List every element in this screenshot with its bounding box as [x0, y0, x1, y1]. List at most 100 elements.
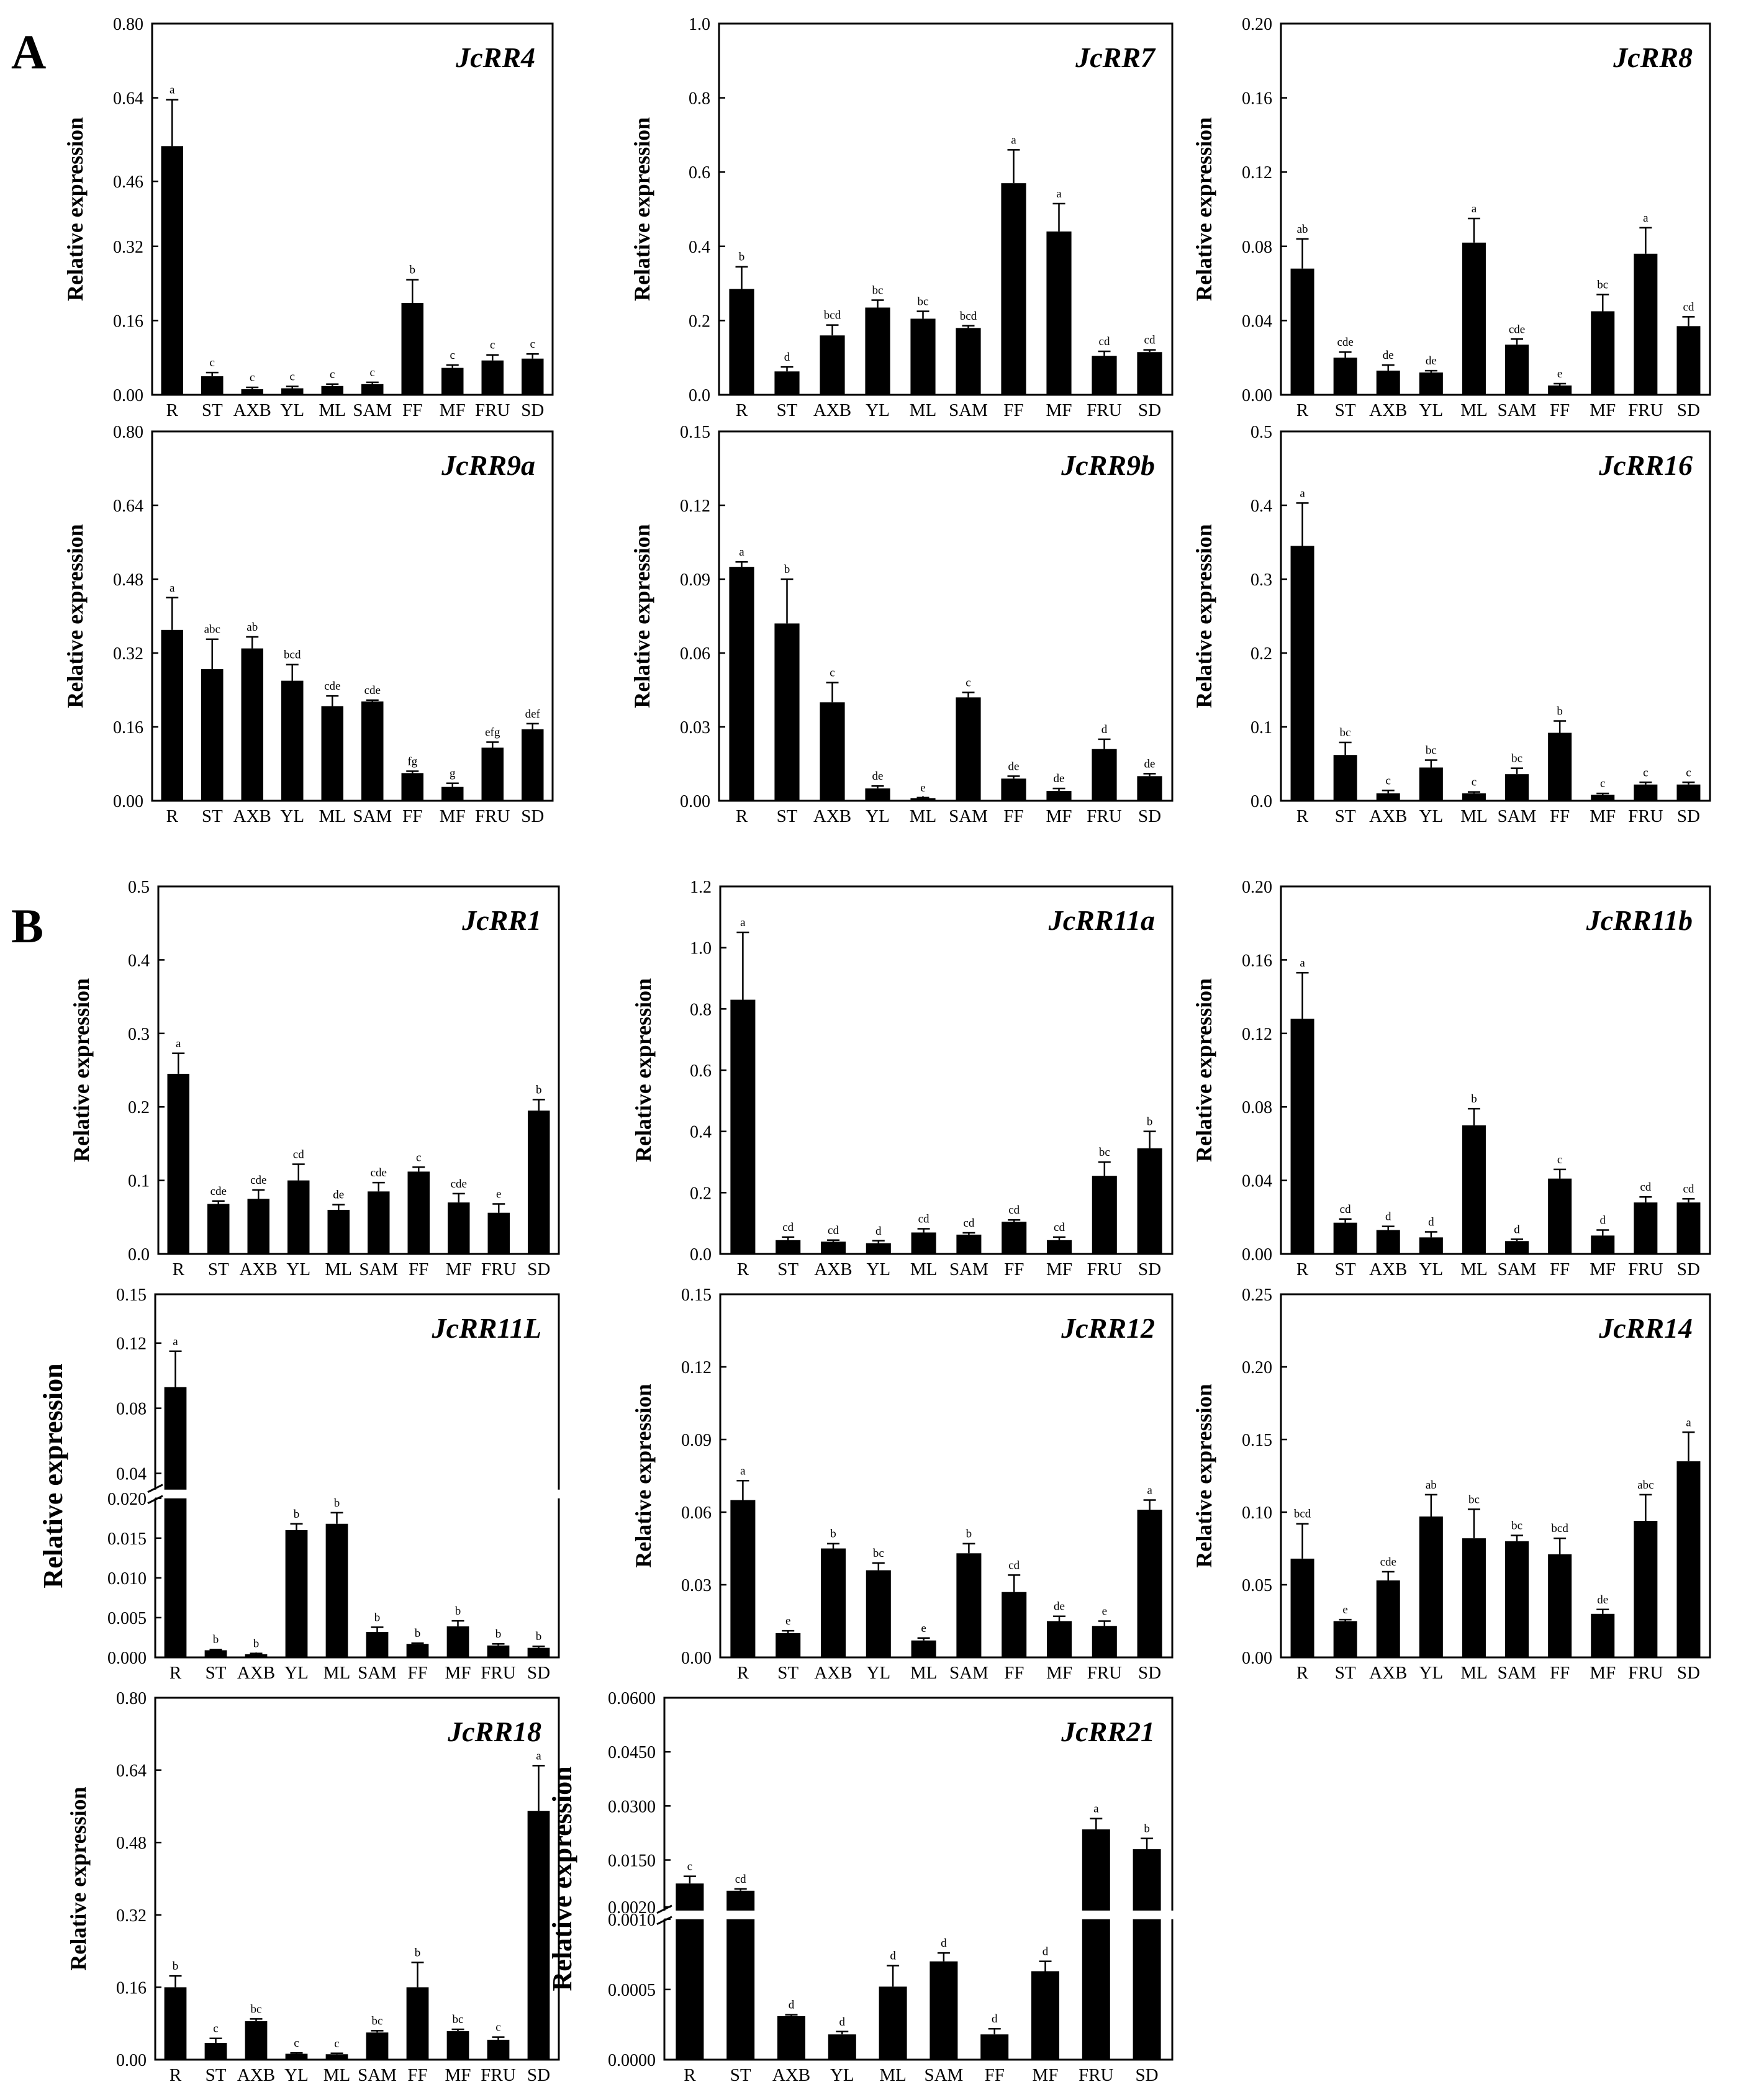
bar	[930, 1961, 958, 2060]
significance-letter: d	[992, 2012, 998, 2026]
significance-letter: b	[830, 1528, 836, 1541]
bar	[325, 1523, 348, 1657]
y-tick-label: 0.000	[107, 1649, 147, 1668]
significance-letter: def	[525, 708, 541, 721]
significance-letter: cd	[918, 1213, 930, 1226]
category-label: SAM	[1498, 1260, 1537, 1279]
bar	[1002, 1222, 1027, 1254]
y-axis-label: Relative expression	[631, 1384, 656, 1567]
significance-letter: bc	[1468, 1493, 1480, 1506]
chart-title: JcRR11a	[1048, 904, 1155, 936]
significance-letter: b	[1144, 1823, 1150, 1836]
bar	[446, 1626, 469, 1657]
y-tick-label: 0.12	[1242, 163, 1272, 183]
bar	[1462, 242, 1486, 395]
bar	[1505, 1541, 1529, 1657]
bar	[1634, 1202, 1658, 1254]
chart-title: JcRR12	[1061, 1312, 1155, 1344]
significance-letter: d	[789, 1999, 795, 2012]
y-tick-label: 0.00	[1242, 1649, 1272, 1668]
bar	[1046, 1240, 1072, 1254]
category-label: ST	[777, 1260, 798, 1279]
bar	[1137, 1148, 1162, 1254]
y-tick-label: 0.06	[680, 644, 710, 664]
y-tick-label: 0.06	[681, 1503, 712, 1523]
y-tick-label: 0.00	[680, 792, 710, 811]
significance-letter: e	[921, 1622, 926, 1635]
significance-letter: c	[334, 2037, 339, 2050]
bar	[956, 1553, 982, 1657]
y-axis-label: Relative expression	[63, 524, 88, 708]
significance-letter: cd	[963, 1217, 974, 1230]
category-label: ML	[879, 2065, 907, 2085]
chart-jcrr7: 0.0 0.2 0.4 0.6 0.8 1.0 Relative expression JcR…	[630, 15, 1174, 420]
y-tick-label: 0.2	[689, 312, 710, 331]
category-label: FRU	[475, 400, 510, 420]
bar	[1634, 253, 1658, 395]
category-label: AXB	[1369, 806, 1407, 826]
significance-letter: b	[173, 1960, 179, 1973]
bar	[1634, 1521, 1658, 1657]
y-tick-label: 0.16	[113, 718, 143, 737]
significance-letter: b	[410, 264, 416, 277]
category-label: ML	[910, 400, 937, 420]
significance-letter: a	[176, 1037, 181, 1050]
bar	[820, 1548, 846, 1657]
bar	[161, 629, 183, 801]
bar-break-gap	[1080, 1910, 1111, 1919]
y-tick-label: 0.15	[681, 1286, 712, 1305]
panel-letter-b: B	[11, 899, 43, 953]
significance-letter: a	[1147, 1484, 1152, 1497]
y-tick-label: 0.32	[113, 238, 143, 257]
category-label: SD	[1138, 1260, 1161, 1279]
bar	[1046, 231, 1072, 395]
chart-title: JcRR4	[455, 42, 535, 73]
y-tick-label: 1.2	[690, 878, 712, 897]
y-tick-label: 0.16	[1242, 89, 1272, 109]
category-label: ML	[319, 400, 346, 420]
category-label: FRU	[1079, 2065, 1113, 2085]
axis-break-gap	[657, 1910, 1180, 1919]
category-label: ML	[1460, 1663, 1488, 1683]
bar	[1137, 1510, 1162, 1657]
axis-break-gap	[148, 1489, 566, 1498]
category-label: SD	[1677, 806, 1700, 826]
bar	[910, 318, 936, 395]
y-axis-label: Relative expression	[547, 1766, 577, 1991]
y-tick-label: 0.46	[113, 173, 143, 192]
y-tick-label: 1.0	[689, 15, 710, 34]
significance-letter: c	[1686, 766, 1691, 779]
bar	[247, 1199, 269, 1254]
bar	[1591, 311, 1615, 395]
significance-letter: c	[1472, 776, 1477, 789]
category-label: ML	[1460, 806, 1488, 826]
plot-frame	[663, 1697, 1174, 2061]
chart-jcrr11l: 0.000 0.005 0.010 0.015 0.020 0.04 0.08 0.12 0.1…	[38, 1286, 566, 1683]
bar	[245, 2021, 268, 2060]
category-label: YL	[284, 2065, 309, 2085]
significance-letter: cd	[1008, 1559, 1020, 1572]
plot-frame	[719, 1293, 1174, 1659]
significance-letter: de	[1597, 1593, 1608, 1607]
significance-letter: cde	[364, 684, 381, 697]
significance-letter: de	[1054, 1600, 1065, 1613]
significance-letter: a	[740, 1464, 746, 1477]
significance-letter: a	[1011, 133, 1016, 146]
category-label: ST	[777, 806, 798, 826]
significance-letter: bcd	[1551, 1522, 1568, 1535]
chart-jcrr16: 0.0 0.1 0.2 0.3 0.4 0.5 Relative expression JcR…	[1192, 423, 1711, 826]
bar	[1137, 352, 1162, 395]
chart-jcrr12: 0.00 0.03 0.06 0.09 0.12 0.15 Relative express…	[631, 1286, 1174, 1683]
significance-letter: c	[250, 371, 255, 384]
category-label: SAM	[949, 806, 988, 826]
bar-break-gap	[1131, 1910, 1162, 1919]
bar	[774, 623, 800, 801]
y-tick-label: 0.10	[1242, 1503, 1272, 1523]
y-tick-label: 0.020	[107, 1490, 147, 1509]
category-label: FF	[1550, 1663, 1570, 1683]
plot-frame	[718, 22, 1174, 396]
y-tick-label: 0.00	[116, 2051, 147, 2070]
significance-letter: b	[536, 1083, 542, 1096]
